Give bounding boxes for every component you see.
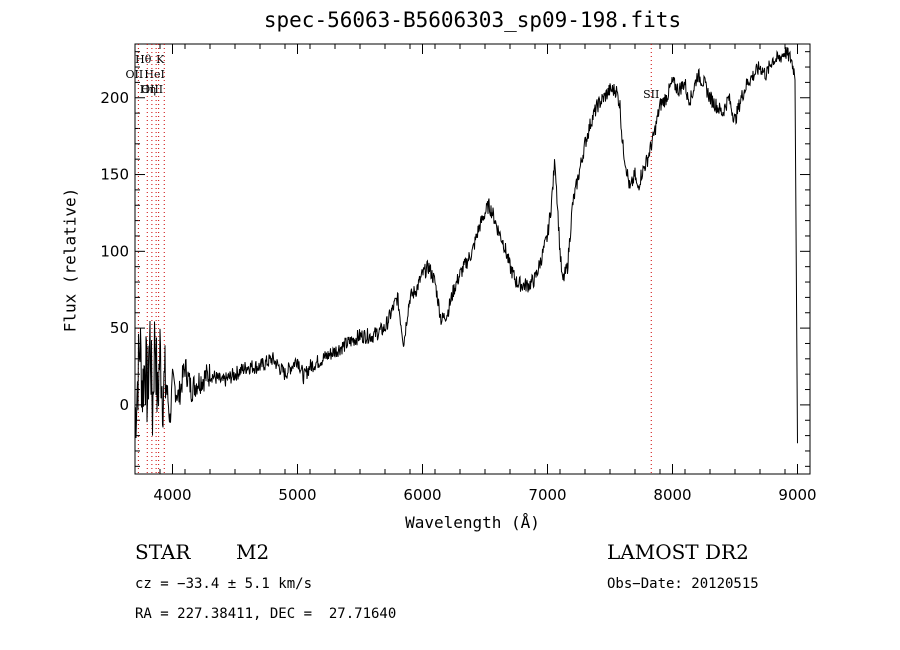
star-subclass: M2 (236, 540, 270, 564)
y-tick-label: 50 (110, 319, 129, 337)
coordinates: RA = 227.38411, DEC = 27.71640 (135, 606, 397, 622)
y-tick-label: 0 (119, 396, 129, 414)
x-tick-label: 9000 (778, 486, 816, 504)
x-tick-label: 6000 (403, 486, 441, 504)
line-marker-label: Hη (140, 83, 156, 96)
plot-frame (134, 43, 811, 475)
observation-date: Obs−Date: 20120515 (607, 576, 759, 592)
x-tick-label: 4000 (153, 486, 191, 504)
x-tick-label: 5000 (278, 486, 316, 504)
x-tick-label: 7000 (528, 486, 566, 504)
line-marker-label: OII (126, 68, 144, 81)
line-marker-label: Hθ (135, 53, 152, 66)
y-tick-label: 100 (100, 242, 129, 260)
star-class: STAR (135, 540, 191, 564)
y-tick-label: 200 (100, 89, 129, 107)
line-marker-label: HeI (144, 68, 164, 81)
axis-ticks (134, 44, 811, 474)
x-tick-label: 8000 (653, 486, 691, 504)
line-marker-label: SII (643, 88, 659, 101)
line-marker-label: K (156, 53, 165, 66)
x-axis-label: Wavelength (Å) (405, 513, 540, 532)
y-tick-label: 150 (100, 166, 129, 184)
redshift-value: cz = −33.4 ± 5.1 km/s (135, 576, 313, 592)
line-marker-label: OIII (141, 83, 163, 96)
spectrum-line (134, 47, 798, 444)
tick-labels: 4000 5000 6000 7000 8000 9000 0 50 100 150 200 (100, 89, 816, 504)
y-axis-label: Flux (relative) (60, 187, 80, 333)
survey-name: LAMOST DR2 (607, 540, 749, 564)
chart-title: spec-56063-B5606303_sp09-198.fits (263, 8, 682, 32)
